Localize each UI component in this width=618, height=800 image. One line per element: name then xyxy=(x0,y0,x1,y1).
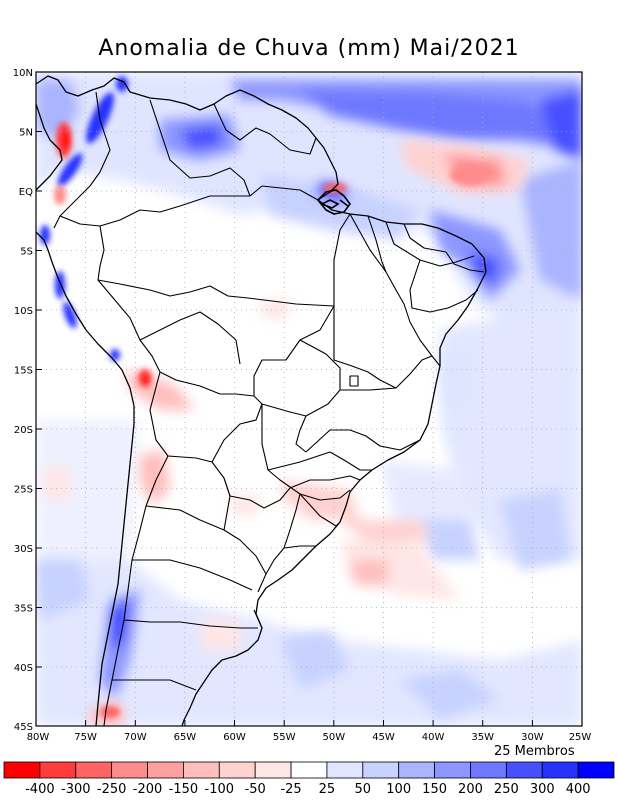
members-label: 25 Membros xyxy=(494,744,575,759)
lon-label: 50W xyxy=(322,732,345,743)
colorbar-swatch xyxy=(111,761,148,779)
latitude-labels: 10N 5N EQ 5S 10S 15S 20S 25S 30S 35S 40S… xyxy=(13,68,33,733)
lat-label: 20S xyxy=(14,425,33,436)
lon-label: 65W xyxy=(174,732,197,743)
lat-label: 35S xyxy=(14,604,33,615)
colorbar-swatch xyxy=(577,761,615,779)
lon-label: 25W xyxy=(569,732,592,743)
tick-marks xyxy=(36,131,533,726)
colorbar-swatch xyxy=(39,761,77,779)
colorbar-label: -100 xyxy=(205,782,235,797)
anomaly-field xyxy=(36,72,582,726)
longitude-labels: 80W 75W 70W 65W 60W 55W 50W 45W 40W 35W … xyxy=(27,732,592,743)
amazon-delta-islands xyxy=(316,189,351,215)
lat-label: 25S xyxy=(14,485,33,496)
colorbar-swatch xyxy=(434,761,471,779)
colorbar-label: -300 xyxy=(61,782,91,797)
colorbar-swatch xyxy=(398,761,435,779)
colorbar-swatch xyxy=(3,761,41,779)
lat-label: 10S xyxy=(14,306,33,317)
colorbar-label: -150 xyxy=(169,782,199,797)
colorbar-swatch xyxy=(218,761,256,779)
colorbar-label: 250 xyxy=(494,782,519,797)
lon-label: 45W xyxy=(372,732,395,743)
colorbar-swatch xyxy=(75,761,113,779)
lon-label: 30W xyxy=(521,732,544,743)
colorbar-label: -250 xyxy=(97,782,127,797)
colorbar-label: 100 xyxy=(386,782,411,797)
colorbar-label: 50 xyxy=(355,782,372,797)
colorbar-swatch xyxy=(147,761,184,779)
colorbar-label: -25 xyxy=(280,782,301,797)
lon-label: 60W xyxy=(223,732,246,743)
lon-label: 70W xyxy=(124,732,147,743)
coastline xyxy=(35,75,487,727)
colorbar-swatch xyxy=(362,761,400,779)
lat-label: 5S xyxy=(20,247,33,258)
colorbar-label: 300 xyxy=(530,782,555,797)
colorbar-swatch xyxy=(183,761,220,779)
colorbar-swatch xyxy=(541,761,579,779)
lon-label: 55W xyxy=(273,732,296,743)
lon-label: 35W xyxy=(471,732,494,743)
political-borders xyxy=(53,91,485,727)
colorbar-label: 25 xyxy=(319,782,336,797)
colorbar-label: -400 xyxy=(25,782,55,797)
lat-label: EQ xyxy=(19,187,33,198)
colorbar: -400 -300 -250 -200 -150 -100 -50 -25 25 50 100 150… xyxy=(3,761,615,797)
colorbar-label: -200 xyxy=(133,782,163,797)
plot-frame xyxy=(35,71,583,727)
colorbar-swatch xyxy=(505,761,543,779)
colorbar-label: 150 xyxy=(422,782,447,797)
lat-label: 30S xyxy=(14,544,33,555)
lat-label: 45S xyxy=(14,722,33,733)
lat-label: 15S xyxy=(14,366,33,377)
lon-label: 40W xyxy=(422,732,445,743)
lat-label: 5N xyxy=(19,128,33,139)
colorbar-label: 400 xyxy=(566,782,591,797)
lon-label: 80W xyxy=(27,732,50,743)
lon-label: 75W xyxy=(74,732,97,743)
colorbar-swatch xyxy=(326,761,364,779)
colorbar-label: -50 xyxy=(245,782,266,797)
map-title: Anomalia de Chuva (mm) Mai/2021 xyxy=(98,36,520,61)
lat-label: 40S xyxy=(14,663,33,674)
colorbar-swatch xyxy=(254,761,292,779)
graticule xyxy=(36,72,582,726)
colorbar-label: 200 xyxy=(458,782,483,797)
lat-label: 10N xyxy=(13,68,33,79)
colorbar-swatch xyxy=(290,761,328,779)
colorbar-swatch xyxy=(470,761,507,779)
